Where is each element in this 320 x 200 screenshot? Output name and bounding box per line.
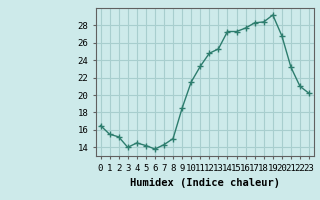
X-axis label: Humidex (Indice chaleur): Humidex (Indice chaleur) bbox=[130, 178, 280, 188]
